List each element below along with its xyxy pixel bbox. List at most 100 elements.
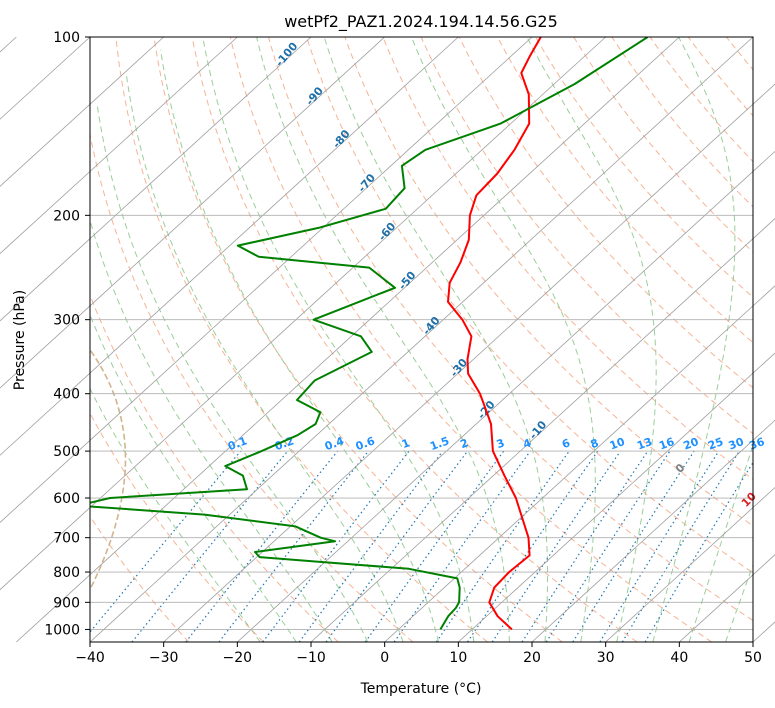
isotherm-line <box>89 36 754 643</box>
x-tick-label: 40 <box>670 650 688 666</box>
y-tick-label: 400 <box>53 387 80 403</box>
isotherm-line <box>237 150 775 643</box>
y-tick-label: 200 <box>53 208 80 224</box>
x-tick-label: 0 <box>380 650 389 666</box>
dry-adiabat <box>90 131 414 642</box>
y-axis-label: Pressure (hPa) <box>12 290 28 390</box>
y-tick-label: 900 <box>53 595 80 611</box>
mixing-ratio-line <box>521 450 649 642</box>
mixing-ratio-line <box>185 450 339 642</box>
mixing-ratio-label: 0.4 <box>323 434 346 453</box>
dry-adiabat <box>268 37 753 622</box>
dry-adiabat <box>115 37 488 642</box>
y-tick-label: 700 <box>53 531 80 547</box>
mixing-ratio-label: 25 <box>706 435 725 452</box>
moist-adiabat <box>323 37 548 642</box>
isotherm-line <box>0 36 385 389</box>
dry-adiabat <box>573 37 753 253</box>
x-tick-label: −20 <box>223 650 253 666</box>
mixing-ratio-label: 3 <box>495 436 507 451</box>
dry-adiabat <box>649 37 753 163</box>
dry-adiabat-label: -40 <box>420 314 443 338</box>
dry-adiabat <box>382 37 753 481</box>
mixing-ratio-label: 1.5 <box>428 434 451 453</box>
mixing-ratio-line <box>364 450 505 642</box>
moist-adiabat <box>256 37 510 642</box>
dry-adiabat <box>153 37 563 642</box>
isotherm-line <box>605 486 775 643</box>
y-tick-label: 500 <box>53 444 80 460</box>
mixing-ratio-line <box>491 450 621 642</box>
mixing-ratio-label: 6 <box>560 436 572 451</box>
mixing-ratio-label: 0.1 <box>226 434 249 453</box>
isotherm-line <box>384 285 775 643</box>
moist-adiabat <box>725 563 753 642</box>
dry-adiabat <box>90 515 190 642</box>
x-tick-label: 20 <box>523 650 541 666</box>
moist-adiabat <box>411 37 596 642</box>
mixing-ratio-label: 36 <box>747 435 766 453</box>
mixing-ratio-label: 1 <box>400 436 412 451</box>
y-tick-label: 1000 <box>44 622 80 638</box>
moist-adiabat <box>90 218 333 642</box>
temperature-line <box>447 37 542 631</box>
mixing-ratio-label: 30 <box>727 435 746 453</box>
mixing-ratio-label: 4 <box>521 436 533 451</box>
isotherm-line <box>531 419 775 643</box>
moist-adiabat <box>652 37 736 642</box>
mixing-ratio-line <box>466 450 599 642</box>
moist-adiabat <box>160 49 439 642</box>
dry-adiabat <box>765 37 775 642</box>
y-tick-label: 100 <box>53 30 80 46</box>
dry-adiabat <box>420 37 753 435</box>
moist-adiabat <box>688 443 753 642</box>
isotherm-line <box>0 36 164 187</box>
dry-adiabat-label: -10 <box>527 418 550 442</box>
moist-adiabat <box>526 37 657 642</box>
mixing-ratio-label: 20 <box>682 435 701 453</box>
y-tick-label: 300 <box>53 313 80 329</box>
mixing-ratio-line <box>572 450 695 642</box>
x-tick-label: −40 <box>75 650 105 666</box>
x-tick-label: −10 <box>296 650 326 666</box>
plot-frame <box>89 36 754 643</box>
isotherm-line <box>16 36 680 643</box>
dry-adiabat-label: -100 <box>273 40 301 70</box>
y-axis: 100 200 300 400 500 600 700 800 900 1000 <box>44 30 90 638</box>
mixing-ratio-line <box>262 450 410 642</box>
dry-adiabat <box>726 37 753 71</box>
dry-adiabat <box>458 37 753 389</box>
mixing-ratio-line <box>90 450 242 633</box>
mixing-ratio-line <box>621 450 740 642</box>
mixing-ratio-line <box>599 450 720 642</box>
dry-adiabat <box>496 37 753 344</box>
moist-adiabat-label: 10 <box>739 490 759 510</box>
isotherm-line <box>0 36 312 322</box>
dry-adiabat-label: -70 <box>355 171 378 195</box>
series-layer <box>90 37 649 631</box>
dry-adiabat <box>229 37 712 642</box>
dry-adiabat <box>90 293 339 642</box>
mixing-ratio-label: 2 <box>459 436 471 451</box>
x-axis: −40 −30 −20 −10 0 10 20 30 40 50 <box>75 642 762 666</box>
dewpoint-line <box>90 37 649 630</box>
moist-adiabat <box>96 104 369 642</box>
mixing-ratio-line <box>545 450 671 642</box>
isotherm-line <box>0 36 459 456</box>
mixing-ratio-label: 8 <box>589 436 601 451</box>
grid-lines <box>0 36 775 643</box>
moist-adiabat <box>125 72 404 642</box>
mixing-ratio-label: 16 <box>657 435 676 453</box>
mixing-ratio-line <box>393 450 531 642</box>
dry-adiabat-label: -80 <box>330 127 353 151</box>
x-axis-label: Temperature (°C) <box>360 681 482 697</box>
dry-adiabat <box>306 37 753 574</box>
dry-adiabat <box>344 37 753 527</box>
x-tick-label: −30 <box>149 650 179 666</box>
dry-adiabat-label: -60 <box>376 220 399 244</box>
x-tick-label: 50 <box>744 650 762 666</box>
mixing-ratio-label: 10 <box>608 435 627 453</box>
dry-adiabat-label: -50 <box>396 269 419 293</box>
dry-adiabat-label: -90 <box>303 84 326 108</box>
x-tick-label: 30 <box>597 650 615 666</box>
